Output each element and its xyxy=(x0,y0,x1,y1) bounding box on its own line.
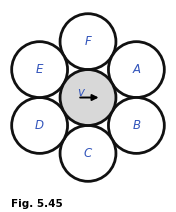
Circle shape xyxy=(108,42,164,98)
Circle shape xyxy=(108,98,164,153)
Circle shape xyxy=(12,98,68,153)
Circle shape xyxy=(60,126,116,181)
Text: B: B xyxy=(132,119,140,132)
Circle shape xyxy=(12,42,68,98)
Text: v: v xyxy=(77,86,84,99)
Circle shape xyxy=(60,70,116,126)
Text: Fig. 5.45: Fig. 5.45 xyxy=(11,199,62,209)
Text: F: F xyxy=(85,35,91,48)
Text: D: D xyxy=(35,119,44,132)
Text: E: E xyxy=(36,63,43,76)
Circle shape xyxy=(60,14,116,70)
Text: A: A xyxy=(132,63,140,76)
Text: C: C xyxy=(84,147,92,160)
